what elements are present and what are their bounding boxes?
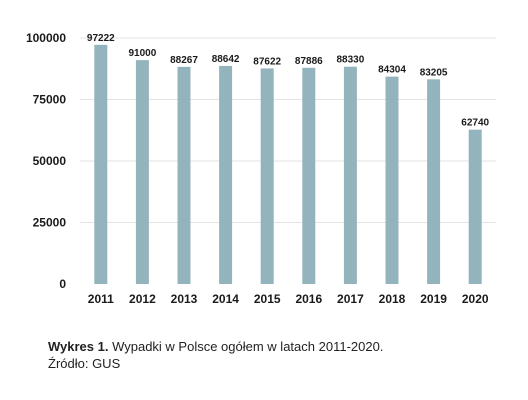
caption-label: Wykres 1. — [48, 339, 109, 354]
grid-lines — [80, 37, 496, 223]
bar — [302, 67, 316, 284]
x-tick-label: 2015 — [254, 292, 281, 306]
bars — [94, 44, 482, 285]
y-tick-label: 25000 — [33, 216, 67, 230]
x-tick-label: 2020 — [462, 292, 489, 306]
y-axis-ticks: 0 25000 50000 75000 100000 — [26, 31, 66, 291]
data-label: 88267 — [170, 55, 198, 66]
data-labels: 97222 91000 88267 88642 87622 87886 88330 84304… — [87, 33, 490, 129]
x-tick-label: 2013 — [171, 292, 198, 306]
bar — [385, 76, 399, 285]
x-tick-label: 2014 — [212, 292, 239, 306]
y-tick-label: 0 — [59, 277, 66, 291]
data-label: 87886 — [295, 56, 323, 67]
bar — [468, 129, 482, 284]
x-tick-label: 2012 — [129, 292, 156, 306]
bar — [260, 68, 274, 284]
x-tick-label: 2016 — [295, 292, 322, 306]
bar — [94, 44, 108, 285]
y-tick-label: 100000 — [26, 31, 66, 45]
caption-text: Wypadki w Polsce ogółem w latach 2011-20… — [108, 339, 384, 354]
bar — [343, 66, 357, 285]
bar — [427, 79, 441, 284]
data-label: 97222 — [87, 33, 115, 44]
data-label: 88330 — [336, 55, 364, 66]
data-label: 88642 — [212, 54, 240, 65]
data-label: 91000 — [128, 48, 156, 59]
data-label: 84304 — [378, 65, 406, 76]
x-tick-label: 2011 — [88, 292, 114, 306]
data-label: 83205 — [420, 67, 448, 78]
y-tick-label: 75000 — [33, 93, 67, 107]
data-label: 62740 — [461, 118, 489, 129]
bar — [135, 60, 149, 284]
caption-line: Wykres 1. Wypadki w Polsce ogółem w lata… — [48, 338, 383, 355]
x-tick-label: 2019 — [420, 292, 447, 306]
x-tick-label: 2018 — [379, 292, 406, 306]
bar — [177, 66, 191, 284]
figure-caption: Wykres 1. Wypadki w Polsce ogółem w lata… — [48, 338, 383, 372]
x-tick-label: 2017 — [337, 292, 364, 306]
bar — [219, 65, 233, 285]
y-tick-label: 50000 — [33, 154, 67, 168]
caption-source: Źródło: GUS — [48, 356, 121, 371]
data-label: 87622 — [253, 56, 281, 67]
x-axis-ticks: 2011 2012 2013 2014 2015 2016 2017 2018 2019 2020 — [88, 292, 489, 306]
